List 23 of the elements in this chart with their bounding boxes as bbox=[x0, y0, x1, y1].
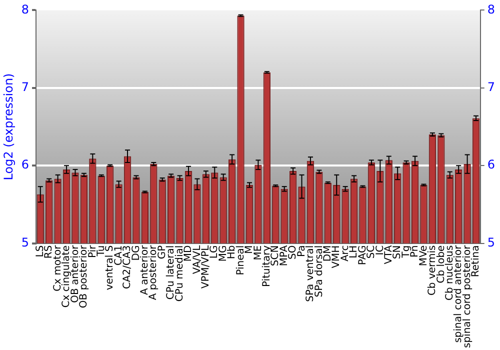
x-tick-label: Pa bbox=[296, 245, 308, 258]
y-tick-label: 7 bbox=[21, 80, 30, 94]
x-tick-label: Cb lobe bbox=[436, 245, 447, 284]
x-tick-label: MVe bbox=[418, 245, 430, 266]
y-axis-title: Log2 (expression) bbox=[1, 73, 16, 180]
y2-tick-label: 5 bbox=[487, 235, 496, 250]
x-tick-label: Retina bbox=[470, 245, 482, 278]
x-tick-label: GP bbox=[156, 245, 168, 260]
y-tick-label: 8 bbox=[21, 2, 30, 16]
x-tick-label: ME bbox=[252, 245, 264, 260]
y2-tick-label: 8 bbox=[487, 2, 496, 16]
x-tick-label: DG bbox=[130, 245, 142, 261]
y-tick-label: 6 bbox=[21, 158, 30, 172]
x-tick-label: Hb bbox=[226, 245, 238, 260]
x-tick-label: A posterior bbox=[148, 244, 160, 300]
y2-tick-label: 6 bbox=[487, 158, 496, 172]
x-tick-label: Pituitary bbox=[262, 245, 273, 288]
x-tick-label: spinal cord posterior bbox=[462, 244, 473, 348]
y-tick-label: 5 bbox=[21, 235, 30, 250]
y2-tick-label: 7 bbox=[487, 80, 496, 94]
x-tick-label: Tg bbox=[400, 245, 412, 259]
x-tick-label: RS bbox=[44, 245, 55, 259]
x-tick-label: OB posterior bbox=[78, 244, 90, 308]
